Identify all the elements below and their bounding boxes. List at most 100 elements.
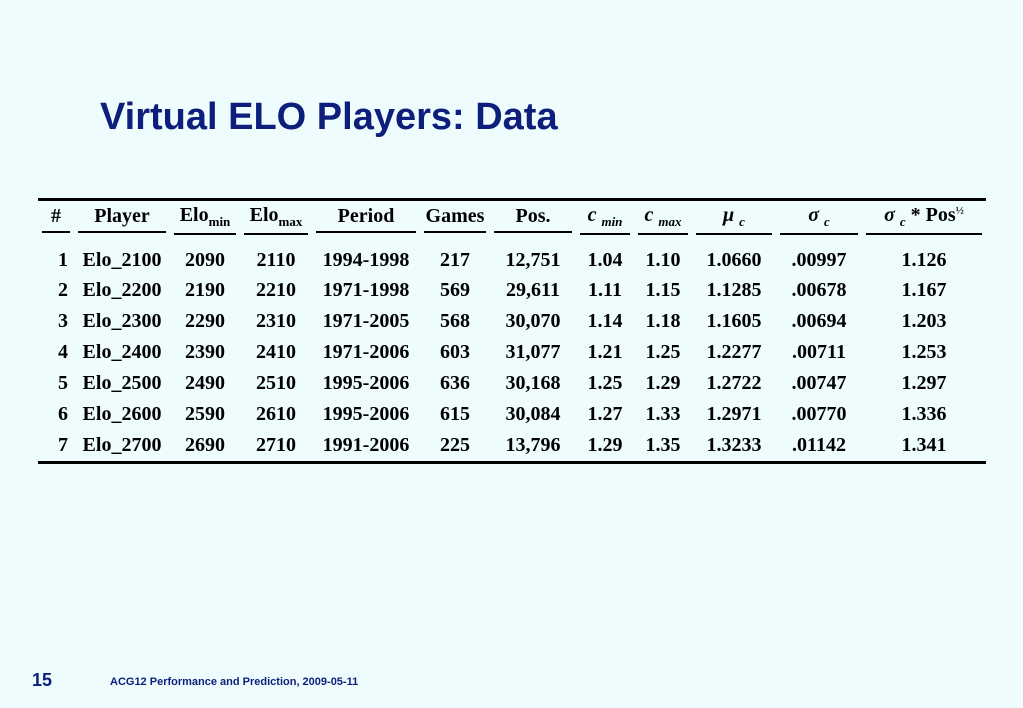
cell-elo-max: 2610 [256, 403, 296, 425]
cell-games: 636 [440, 372, 470, 394]
header-player: Player [74, 201, 170, 237]
header-elo-max: Elomax [240, 201, 312, 237]
cell-c-min: 1.25 [587, 372, 623, 394]
cell-elo-max: 2410 [256, 341, 296, 363]
header-pos: Pos. [490, 201, 576, 237]
cell-games: 225 [440, 434, 470, 456]
cell-num: 2 [58, 279, 68, 301]
cell-sigma-c: .00747 [791, 372, 847, 394]
cell-period: 1971-2005 [322, 310, 410, 332]
header-sigma-c: σ c [776, 201, 862, 237]
header-elo-min: Elomin [170, 201, 240, 237]
cell-num: 4 [58, 341, 68, 363]
cell-elo-min: 2390 [185, 341, 225, 363]
cell-pos: 30,070 [505, 310, 561, 332]
cell-sigma-pos: 1.253 [901, 341, 947, 363]
cell-period: 1971-1998 [322, 279, 410, 301]
table-row: 5 Elo_2500 2490 2510 1995-2006 636 30,168 1.25 1… [38, 368, 986, 399]
cell-pos: 31,077 [505, 341, 561, 363]
cell-mu-c: 1.3233 [706, 434, 762, 456]
cell-sigma-c: .01142 [792, 434, 846, 456]
cell-sigma-pos: 1.297 [901, 372, 947, 394]
cell-sigma-c: .00694 [791, 310, 847, 332]
cell-c-max: 1.10 [645, 248, 681, 271]
cell-elo-min: 2190 [185, 279, 225, 301]
table-row: 3 Elo_2300 2290 2310 1971-2005 568 30,070 1.14 1… [38, 306, 986, 337]
cell-player: Elo_2300 [82, 310, 162, 332]
header-mu-c: μ c [692, 201, 776, 237]
virtual-elo-players-table: # Player Elomin Elomax Period Games Pos.… [38, 201, 986, 461]
cell-c-max: 1.18 [645, 310, 681, 332]
slide-title: Virtual ELO Players: Data [100, 96, 558, 138]
cell-player: Elo_2600 [82, 403, 162, 425]
cell-sigma-c: .00997 [791, 248, 847, 271]
cell-period: 1991-2006 [322, 434, 410, 456]
cell-elo-max: 2710 [256, 434, 296, 456]
cell-period: 1995-2006 [322, 372, 410, 394]
cell-mu-c: 1.0660 [706, 248, 762, 271]
cell-num: 5 [58, 372, 68, 394]
cell-mu-c: 1.2277 [706, 341, 762, 363]
cell-c-min: 1.21 [587, 341, 623, 363]
cell-player: Elo_2200 [82, 279, 162, 301]
cell-elo-min: 2690 [185, 434, 225, 456]
cell-sigma-pos: 1.167 [901, 279, 947, 301]
cell-c-min: 1.27 [587, 403, 623, 425]
cell-c-max: 1.33 [645, 403, 681, 425]
cell-elo-min: 2090 [185, 248, 225, 271]
cell-pos: 30,168 [505, 372, 561, 394]
header-c-max: c max [634, 201, 692, 237]
cell-player: Elo_2700 [82, 434, 162, 456]
cell-elo-max: 2310 [256, 310, 296, 332]
cell-num: 1 [58, 248, 68, 271]
cell-mu-c: 1.2971 [706, 403, 762, 425]
cell-elo-max: 2210 [256, 279, 296, 301]
cell-c-min: 1.29 [587, 434, 623, 456]
cell-sigma-pos: 1.341 [901, 434, 947, 456]
cell-c-min: 1.04 [587, 248, 623, 271]
header-sigma-pos: σ c * Pos½ [862, 201, 986, 237]
cell-sigma-c: .00770 [791, 403, 847, 425]
cell-c-max: 1.35 [645, 434, 681, 456]
cell-games: 569 [440, 279, 470, 301]
cell-player: Elo_2400 [82, 341, 162, 363]
table-row: 1 Elo_2100 2090 2110 1994-1998 217 12,751 1.04 1… [38, 237, 986, 275]
cell-num: 3 [58, 310, 68, 332]
cell-pos: 29,611 [506, 279, 560, 301]
cell-c-max: 1.29 [645, 372, 681, 394]
cell-games: 217 [440, 248, 470, 271]
cell-player: Elo_2100 [82, 248, 162, 271]
header-c-min: c min [576, 201, 634, 237]
cell-c-max: 1.15 [645, 279, 681, 301]
cell-elo-min: 2590 [185, 403, 225, 425]
cell-games: 615 [440, 403, 470, 425]
cell-pos: 30,084 [505, 403, 561, 425]
page-number: 15 [32, 670, 53, 690]
cell-period: 1994-1998 [322, 248, 410, 271]
cell-period: 1995-2006 [322, 403, 410, 425]
table-row: 2 Elo_2200 2190 2210 1971-1998 569 29,611 1.11 1… [38, 275, 986, 306]
cell-elo-min: 2290 [185, 310, 225, 332]
cell-sigma-c: .00678 [791, 279, 847, 301]
table-header-row: # Player Elomin Elomax Period Games Pos.… [38, 201, 986, 237]
data-table-container: # Player Elomin Elomax Period Games Pos.… [38, 198, 986, 464]
cell-c-max: 1.25 [645, 341, 681, 363]
cell-mu-c: 1.2722 [706, 372, 762, 394]
table-body: 1 Elo_2100 2090 2110 1994-1998 217 12,751 1.04 1… [38, 237, 986, 461]
table-row: 4 Elo_2400 2390 2410 1971-2006 603 31,077 1.21 1… [38, 337, 986, 368]
cell-pos: 13,796 [505, 434, 561, 456]
header-games: Games [420, 201, 490, 237]
footer-text: ACG12 Performance and Prediction, 2009-0… [110, 676, 359, 688]
cell-num: 6 [58, 403, 68, 425]
cell-num: 7 [58, 434, 68, 456]
cell-period: 1971-2006 [322, 341, 410, 363]
header-period: Period [312, 201, 420, 237]
cell-sigma-pos: 1.203 [901, 310, 947, 332]
cell-c-min: 1.14 [587, 310, 623, 332]
table-row: 7 Elo_2700 2690 2710 1991-2006 225 13,796 1.29 1… [38, 430, 986, 461]
cell-elo-min: 2490 [185, 372, 225, 394]
cell-pos: 12,751 [505, 248, 561, 271]
cell-mu-c: 1.1285 [706, 279, 762, 301]
header-num: # [38, 201, 74, 237]
cell-games: 603 [440, 341, 470, 363]
